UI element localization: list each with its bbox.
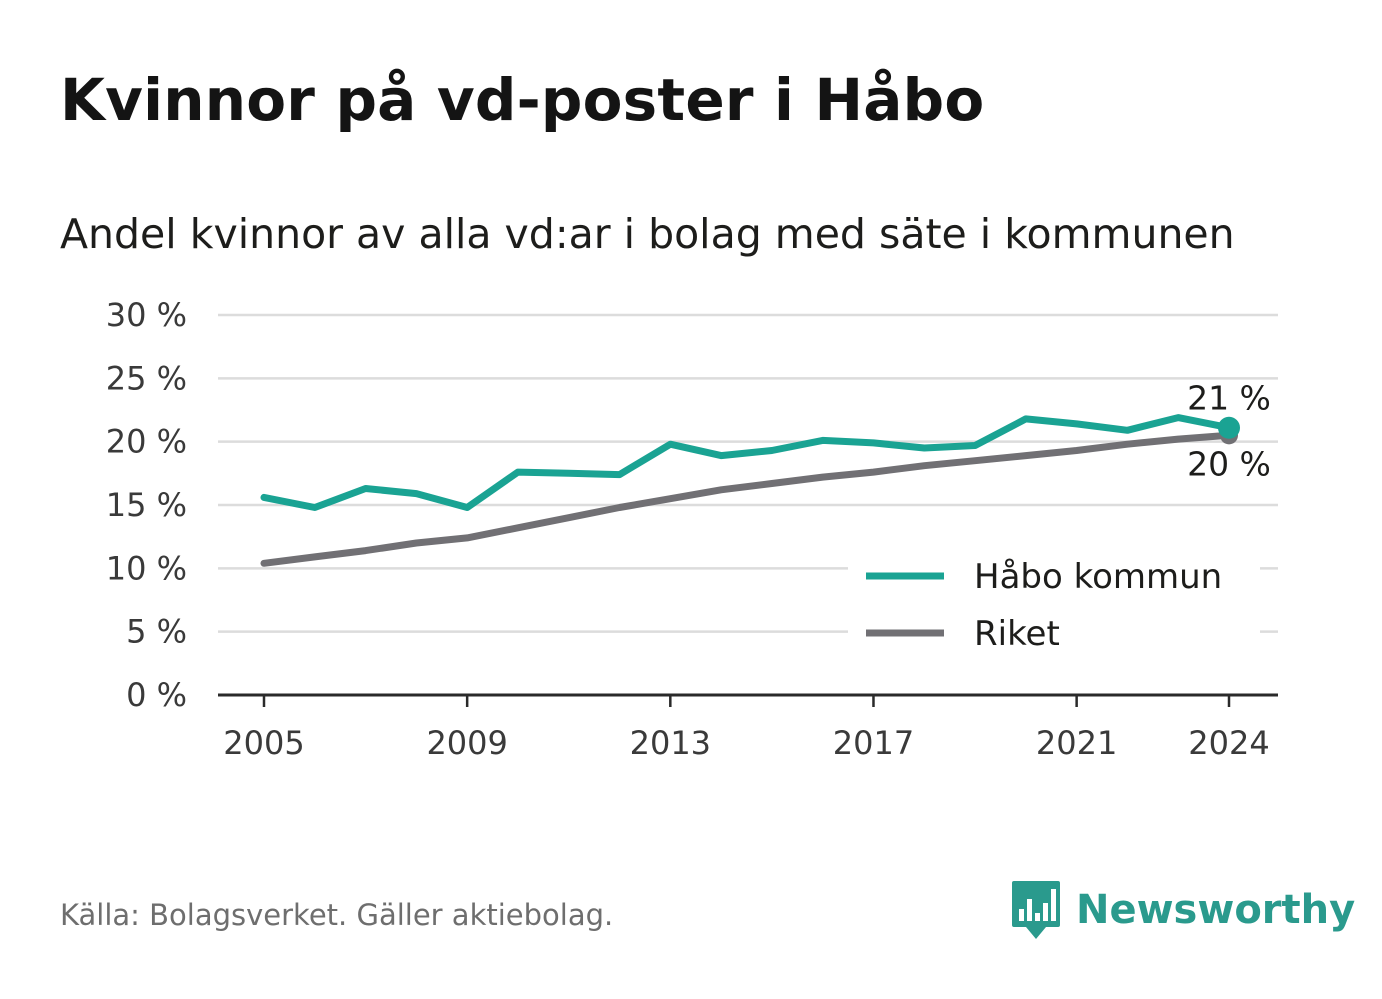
- x-tick-label: 2013: [630, 724, 711, 762]
- source-note: Källa: Bolagsverket. Gäller aktiebolag.: [60, 898, 614, 932]
- y-tick-label: 10 %: [106, 549, 187, 587]
- legend-label-habo: Håbo kommun: [974, 557, 1222, 597]
- x-tick-label: 2021: [1036, 724, 1117, 762]
- x-tick-label: 2017: [833, 724, 914, 762]
- y-tick-label: 20 %: [106, 423, 187, 461]
- chart-subtitle: Andel kvinnor av alla vd:ar i bolag med …: [60, 210, 1235, 258]
- end-label-riket: 20 %: [1187, 444, 1271, 483]
- brand-logo: Newsworthy: [1010, 878, 1355, 942]
- series-line-riket: [260, 431, 1233, 567]
- end-label-habo: 21 %: [1187, 379, 1271, 418]
- x-tick-label: 2009: [426, 724, 507, 762]
- brand-name: Newsworthy: [1076, 887, 1356, 933]
- series-line-habo: [260, 414, 1233, 511]
- y-tick-label: 0 %: [126, 676, 187, 714]
- y-tick-label: 25 %: [106, 359, 187, 397]
- legend-background: [848, 546, 1260, 664]
- chart-title: Kvinnor på vd-poster i Håbo: [60, 66, 985, 134]
- y-tick-label: 15 %: [106, 486, 187, 524]
- x-tick-label: 2024: [1188, 724, 1269, 762]
- x-tick-label: 2005: [223, 724, 304, 762]
- newsworthy-logo-icon: [1012, 881, 1060, 939]
- y-tick-label: 5 %: [126, 613, 187, 651]
- legend-label-riket: Riket: [974, 614, 1060, 654]
- y-tick-label: 30 %: [106, 296, 187, 334]
- end-point-habo: [1218, 416, 1240, 439]
